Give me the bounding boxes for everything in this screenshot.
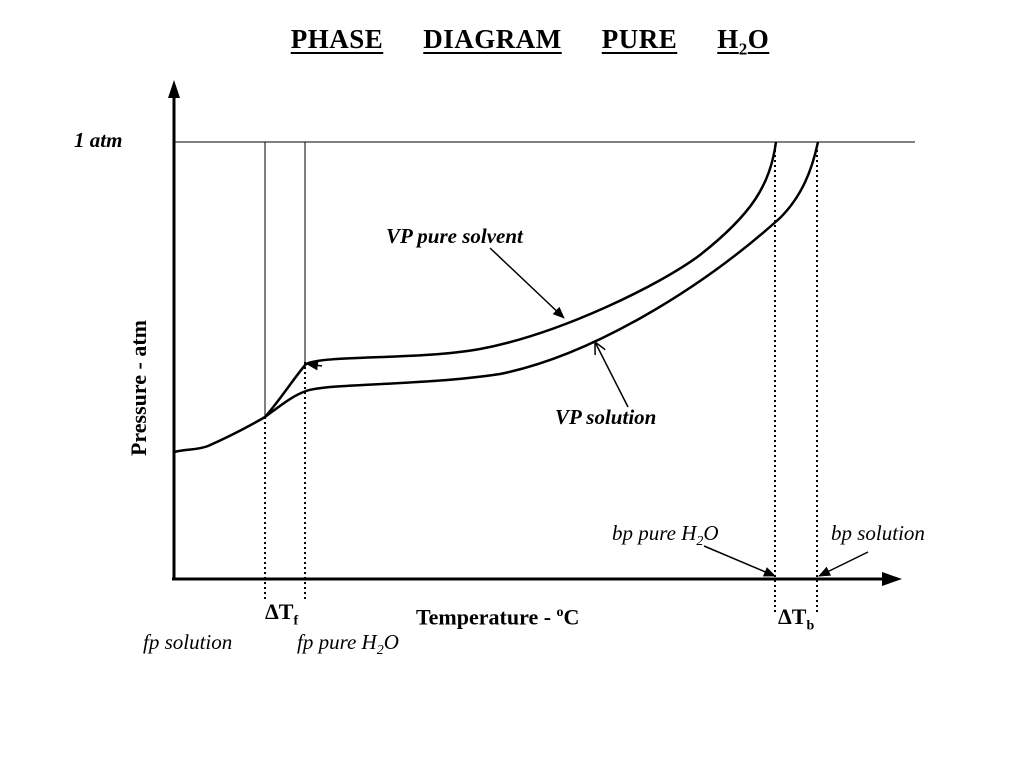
bp-solution-label: bp solution — [831, 521, 925, 545]
delta-tb-label: ΔTb — [778, 604, 815, 634]
sublimation-curve — [173, 415, 266, 454]
slide-title: PHASE DIAGRAM PURE H2O — [290, 24, 770, 59]
y-axis-label: Pressure - atm — [126, 319, 151, 457]
vp-pure-solvent-label: VP pure solvent — [386, 224, 523, 248]
bp-pure-arrow — [703, 545, 776, 577]
bp-pure-label: bp pure H2O — [612, 521, 719, 550]
fp-solution-label: fp solution — [143, 630, 233, 654]
delta-tf-label: ΔTf — [265, 599, 299, 629]
vp-solution-arrow — [595, 342, 629, 408]
fp-pure-arrow — [306, 360, 323, 371]
vp-solution-label: VP solution — [555, 405, 657, 429]
x-axis-arrowhead — [882, 572, 902, 586]
fp-pure-label: fp pure H2O — [297, 630, 399, 659]
one-atm-label: 1 atm — [74, 128, 123, 152]
x-axis-label: Temperature - oC — [416, 604, 580, 630]
bp-solution-arrow — [818, 551, 869, 577]
vp-pure-solvent-arrow — [489, 247, 565, 319]
vp-pure-solvent-curve — [264, 141, 778, 418]
y-axis-arrowhead — [168, 80, 180, 98]
vp-solution-curve — [264, 141, 820, 419]
